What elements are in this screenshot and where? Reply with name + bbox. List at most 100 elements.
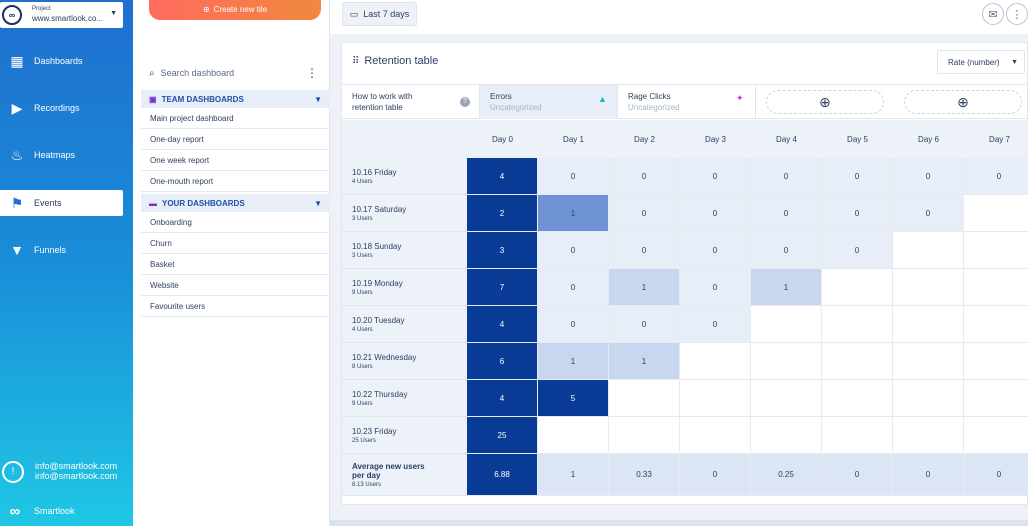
mail-icon: ✉ (988, 8, 998, 21)
retention-cell[interactable]: 4 (467, 158, 538, 195)
search-dashboard-input[interactable]: ⌕ Search dashboard ⋮ (133, 60, 330, 86)
retention-cell[interactable]: 0 (893, 195, 964, 232)
day-column-header: Day 2 (609, 120, 680, 158)
table-row-label: 10.22 Thursday 9 Users (342, 380, 467, 417)
retention-cell[interactable]: 6 (467, 343, 538, 380)
retention-cell[interactable]: 0 (751, 232, 822, 269)
retention-cell[interactable]: 1 (538, 343, 609, 380)
dashboard-item[interactable]: One-mouth report (141, 171, 330, 192)
more-options-icon[interactable]: ⋮ (306, 66, 318, 80)
retention-cell[interactable]: 0 (680, 232, 751, 269)
rate-select[interactable]: Rate (number) ▼ (937, 50, 1025, 74)
dashboard-panel: ⊕ Create new tile ⌕ Search dashboard ⋮ ▣… (133, 0, 330, 526)
team-dashboards-title: TEAM DASHBOARDS (161, 94, 244, 104)
retention-cell[interactable]: 0 (751, 158, 822, 195)
retention-cell[interactable]: 1 (609, 343, 680, 380)
sidebar-item-funnels[interactable]: ▼ Funnels (0, 237, 123, 263)
help-icon: ? (460, 97, 470, 107)
tile-title: Errors (490, 92, 512, 101)
cohort-date: 10.16 Friday (352, 167, 397, 177)
retention-cell[interactable]: 0 (609, 158, 680, 195)
retention-cell[interactable]: 3 (467, 232, 538, 269)
retention-cell[interactable]: 4 (467, 380, 538, 417)
dashboard-item[interactable]: Basket (141, 254, 330, 275)
dashboard-item[interactable]: Churn (141, 233, 330, 254)
play-icon: ▶ (11, 99, 23, 116)
project-selector[interactable]: ∞ Project www.smartlook.co... ▼ (0, 2, 123, 28)
retention-cell[interactable]: 0 (609, 232, 680, 269)
cohort-date: 10.21 Wednesday (352, 352, 417, 362)
tile-errors[interactable]: Errors Uncategorized ▲ (480, 85, 618, 119)
flag-icon: ⚑ (10, 194, 24, 211)
retention-cell[interactable]: 1 (751, 269, 822, 306)
empty-cell (680, 380, 751, 417)
retention-cell[interactable]: 7 (467, 269, 538, 306)
retention-cell[interactable]: 0 (680, 158, 751, 195)
avatar[interactable]: ! (2, 461, 24, 483)
dashboard-item[interactable]: Onboarding (141, 212, 330, 233)
retention-cell[interactable]: 0 (822, 195, 893, 232)
chevron-down-icon[interactable]: ▼ (314, 198, 322, 208)
add-tile-slot[interactable]: ⊕ (766, 90, 884, 114)
tile-how-to[interactable]: How to work with retention table ? (342, 85, 480, 119)
retention-cell[interactable]: 1 (538, 195, 609, 232)
day-column-header: Day 1 (538, 120, 609, 158)
sidebar-item-dashboards[interactable]: ▦ Dashboards (0, 48, 123, 74)
project-label: Project (32, 6, 51, 12)
retention-cell[interactable]: 0 (609, 306, 680, 343)
retention-cell[interactable]: 0 (538, 269, 609, 306)
retention-cell[interactable]: 0 (680, 195, 751, 232)
retention-cell[interactable]: 0 (680, 306, 751, 343)
table-row-label: 10.19 Monday 9 Users (342, 269, 467, 306)
empty-cell (751, 306, 822, 343)
sidebar-item-recordings[interactable]: ▶ Recordings (0, 95, 123, 121)
chevron-down-icon[interactable]: ▼ (314, 94, 322, 104)
team-dashboards-section[interactable]: ▣ TEAM DASHBOARDS ▼ (141, 90, 330, 108)
dashboard-item[interactable]: Favourite users (141, 296, 330, 317)
dashboard-item[interactable]: One week report (141, 150, 330, 171)
retention-cell[interactable]: 0 (822, 158, 893, 195)
search-icon: ⌕ (149, 67, 155, 79)
flame-icon: ♨ (10, 146, 24, 163)
retention-cell[interactable]: 0 (893, 158, 964, 195)
create-tile-button[interactable]: ⊕ Create new tile (149, 0, 321, 20)
add-tile-slot[interactable]: ⊕ (904, 90, 1022, 114)
your-dashboards-section[interactable]: ▬ YOUR DASHBOARDS ▼ (141, 194, 330, 212)
share-button[interactable]: ✉ (982, 3, 1004, 25)
date-range-button[interactable]: ▭ Last 7 days (342, 2, 417, 26)
empty-cell (751, 380, 822, 417)
empty-cell (964, 269, 1028, 306)
retention-cell[interactable]: 2 (467, 195, 538, 232)
user-account[interactable]: ! info@smartlook.com info@smartlook.com (0, 458, 133, 488)
retention-cell[interactable]: 0 (538, 158, 609, 195)
table-row-label: 10.16 Friday 4 Users (342, 158, 467, 195)
retention-cell[interactable]: 0 (964, 158, 1028, 195)
tile-subtitle: Uncategorized (490, 103, 542, 112)
table-row-label: 10.18 Sunday 3 Users (342, 232, 467, 269)
retention-cell[interactable]: 4 (467, 306, 538, 343)
retention-cell[interactable]: 0 (822, 232, 893, 269)
sidebar-item-events[interactable]: ⚑ Events (0, 190, 123, 216)
retention-cell[interactable]: 25 (467, 417, 538, 454)
sidebar-item-heatmaps[interactable]: ♨ Heatmaps (0, 142, 123, 168)
dashboard-grid-icon: ▦ (10, 52, 24, 69)
team-icon: ▣ (149, 94, 157, 104)
more-menu-button[interactable]: ⋮ (1006, 3, 1028, 25)
empty-cell (609, 417, 680, 454)
table-row-label: 10.21 Wednesday 8 Users (342, 343, 467, 380)
retention-cell[interactable]: 0 (538, 232, 609, 269)
retention-cell[interactable]: 0 (609, 195, 680, 232)
retention-cell[interactable]: 0 (751, 195, 822, 232)
tile-rage-clicks[interactable]: Rage Clicks Uncategorized ✦ (618, 85, 756, 119)
retention-cell[interactable]: 5 (538, 380, 609, 417)
retention-cell[interactable]: 1 (609, 269, 680, 306)
average-cell: 0 (680, 454, 751, 496)
dashboard-item[interactable]: Main project dashboard (141, 108, 330, 129)
retention-cell[interactable]: 0 (538, 306, 609, 343)
drag-handle-icon[interactable]: ⠿ (352, 55, 359, 67)
retention-cell[interactable]: 0 (680, 269, 751, 306)
smartlook-logo-icon: ∞ (9, 502, 21, 520)
horizontal-scrollbar[interactable] (330, 520, 1028, 526)
dashboard-item[interactable]: Website (141, 275, 330, 296)
dashboard-item[interactable]: One-day report (141, 129, 330, 150)
